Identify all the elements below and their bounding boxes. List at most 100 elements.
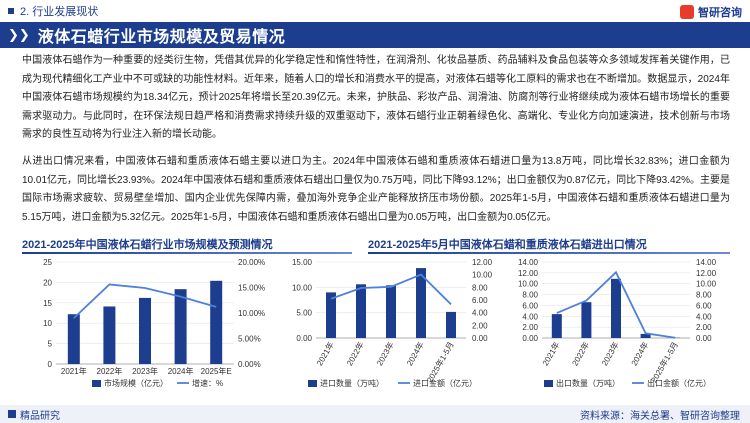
left-axis-tick-label: 6.00 <box>522 301 538 310</box>
left-axis-tick-label: 15 <box>43 299 52 308</box>
brand-logo: 智研咨询 <box>680 4 742 20</box>
category-label: 2022年 <box>97 366 123 376</box>
bar <box>356 284 366 338</box>
source-note: 资料来源：海关总署、智研咨询整理 <box>580 410 740 422</box>
legend-line-label: 出口金额（亿元） <box>647 378 711 388</box>
category-label: 2025年E <box>201 366 232 376</box>
category-label: 2025年1-5月 <box>649 340 680 384</box>
page-title: 液体石蜡行业市场规模及贸易情况 <box>37 29 286 46</box>
bar <box>139 297 151 364</box>
bar <box>551 314 562 338</box>
left-axis-tick-label: 10.00 <box>518 280 539 289</box>
right-axis-tick-label: 4.00 <box>472 309 488 318</box>
legend-line-label: 进口金额（亿元） <box>413 378 477 388</box>
right-axis-tick-label: 2.00 <box>472 321 488 330</box>
category-label: 2022年 <box>570 340 592 367</box>
category-label: 2024年 <box>168 366 194 376</box>
footer-left-label: 精品研究 <box>20 410 60 422</box>
section-label: 2. 行业发展现状 <box>20 6 99 18</box>
brand-mark-icon <box>680 5 694 19</box>
category-label: 2021年 <box>314 340 336 367</box>
right-axis-tick-label: 8.00 <box>696 291 712 300</box>
left-axis-tick-label: 5.00 <box>296 309 312 318</box>
bar <box>446 311 456 338</box>
title-bar: ❯❯ 液体石蜡行业市场规模及贸易情况 <box>0 22 750 48</box>
right-axis-tick-label: 10.00 <box>472 271 493 280</box>
bar <box>326 292 336 338</box>
series-line <box>330 273 452 305</box>
paragraph-trade: 从进出口情况来看，中国液体石蜡和重质液体石蜡主要以进口为主。2024年中国液体石… <box>22 156 730 223</box>
category-label: 2024年 <box>404 340 426 367</box>
category-label: 2024年 <box>629 340 651 367</box>
category-label: 2023年 <box>599 340 621 367</box>
bar <box>67 314 80 364</box>
category-label: 2021年 <box>540 340 562 367</box>
left-chart-divider <box>22 252 352 254</box>
category-label: 2023年 <box>132 366 158 376</box>
left-axis-tick-label: 0.00 <box>522 334 538 343</box>
right-axis-tick-label: 10.00% <box>238 309 265 318</box>
left-axis-tick-label: 10 <box>43 319 52 328</box>
left-axis-tick-label: 12.00 <box>518 269 539 278</box>
right-axis-tick-label: 10.00 <box>696 280 717 289</box>
market-size-chart: 0 5 10 15 20 25 0.00% 5.00% 10.00% 15.00% 20.00% 20… <box>43 258 265 388</box>
left-chart-title: 2021-2025年中国液体石蜡行业市场规模及预测情况 <box>22 239 273 251</box>
right-axis-tick-label: 20.00% <box>238 258 265 267</box>
top-bar: 2. 行业发展现状 智研咨询 <box>0 0 750 22</box>
legend-bar-swatch <box>544 380 553 387</box>
right-axis-tick-label: 4.00 <box>696 312 712 321</box>
left-axis-tick-label: 0.00 <box>296 334 312 343</box>
section-marker-icon <box>8 8 14 14</box>
legend-bar-label: 出口数量（万吨） <box>556 378 620 388</box>
bar <box>386 285 396 338</box>
brand-name: 智研咨询 <box>698 7 742 19</box>
right-chart-title: 2021-2025年5月中国液体石蜡和重质液体石蜡进出口情况 <box>368 239 647 251</box>
bar <box>581 302 592 338</box>
category-label: 2025年1-5月 <box>424 340 455 384</box>
right-axis-tick-label: 0.00 <box>472 334 488 343</box>
right-chart-divider <box>368 252 730 254</box>
category-label: 2023年 <box>374 340 396 367</box>
left-axis-tick-label: 20 <box>43 278 52 287</box>
left-axis-tick-label: 10.00 <box>292 283 313 292</box>
left-axis-tick-label: 4.00 <box>522 312 538 321</box>
export-chart: 0.002.004.006.008.0010.0012.0014.000.002… <box>518 258 717 388</box>
category-label: 2021年 <box>61 366 87 376</box>
footer-marker-icon <box>8 410 16 418</box>
right-axis-tick-label: 0.00 <box>696 334 712 343</box>
legend-line-label: 增速：% <box>192 378 223 388</box>
left-axis-tick-label: 15.00 <box>292 258 313 267</box>
category-label: 2022年 <box>344 340 366 367</box>
left-axis-tick-label: 0 <box>48 360 53 369</box>
series-line <box>73 283 217 319</box>
import-chart: 0.00 5.00 10.00 15.00 0.00 2.00 4.00 6.00 8.00 10… <box>292 258 493 388</box>
right-axis-tick-label: 2.00 <box>696 323 712 332</box>
left-axis-tick-label: 14.00 <box>518 258 539 267</box>
right-axis-tick-label: 6.00 <box>696 301 712 310</box>
bar <box>103 306 116 364</box>
left-axis-tick-label: 8.00 <box>522 291 538 300</box>
left-axis-tick-label: 5 <box>48 340 53 349</box>
left-axis-tick-label: 25 <box>43 258 52 267</box>
right-axis-tick-label: 14.00 <box>696 258 717 267</box>
series-line <box>556 270 676 339</box>
bar <box>611 278 621 338</box>
bar <box>640 333 651 338</box>
right-axis-tick-label: 8.00 <box>472 283 488 292</box>
footer-bar: 精品研究 资料来源：海关总署、智研咨询整理 <box>0 405 750 423</box>
paragraph-market-size: 中国液体石蜡作为一种重要的烃类衍生物，凭借其优异的化学稳定性和惰性特性，在润滑剂… <box>22 55 730 140</box>
right-axis-tick-label: 12.00 <box>696 269 717 278</box>
right-axis-tick-label: 5.00% <box>238 335 261 344</box>
right-axis-tick-label: 6.00 <box>472 296 488 305</box>
right-axis-tick-label: 0.00% <box>238 360 261 369</box>
right-axis-tick-label: 12.00 <box>472 258 493 267</box>
left-axis-tick-label: 2.00 <box>522 323 538 332</box>
bar <box>210 280 223 364</box>
legend-bar-label: 市场规模（亿元） <box>104 378 168 388</box>
legend-bar-swatch <box>308 380 317 387</box>
bar <box>416 268 426 338</box>
bar <box>174 289 187 364</box>
right-axis-tick-label: 15.00% <box>238 284 265 293</box>
legend-bar-swatch <box>92 380 101 387</box>
legend-bar-label: 进口数量（万吨） <box>320 378 384 388</box>
